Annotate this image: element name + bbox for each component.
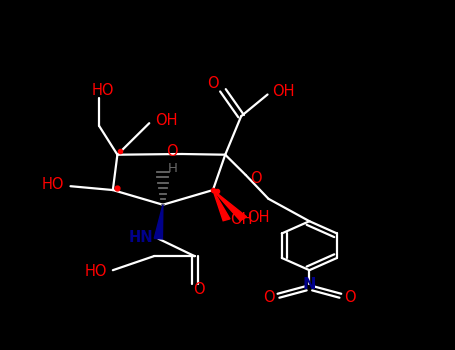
Polygon shape [154, 205, 163, 239]
Text: HO: HO [91, 83, 114, 98]
Text: OH: OH [272, 84, 295, 99]
Text: OH: OH [230, 212, 253, 226]
Text: HO: HO [84, 265, 107, 279]
Text: O: O [207, 77, 219, 91]
Text: O: O [166, 144, 178, 159]
Text: O: O [263, 290, 274, 305]
Text: N: N [303, 278, 316, 292]
Text: H: H [168, 161, 178, 175]
Text: HN: HN [129, 231, 153, 245]
Polygon shape [213, 190, 230, 221]
Text: O: O [250, 171, 262, 186]
Text: O: O [193, 282, 205, 297]
Text: OH: OH [155, 113, 178, 128]
Text: HO: HO [42, 177, 65, 192]
Text: O: O [344, 290, 356, 305]
Polygon shape [213, 190, 247, 221]
Text: OH: OH [247, 210, 269, 224]
